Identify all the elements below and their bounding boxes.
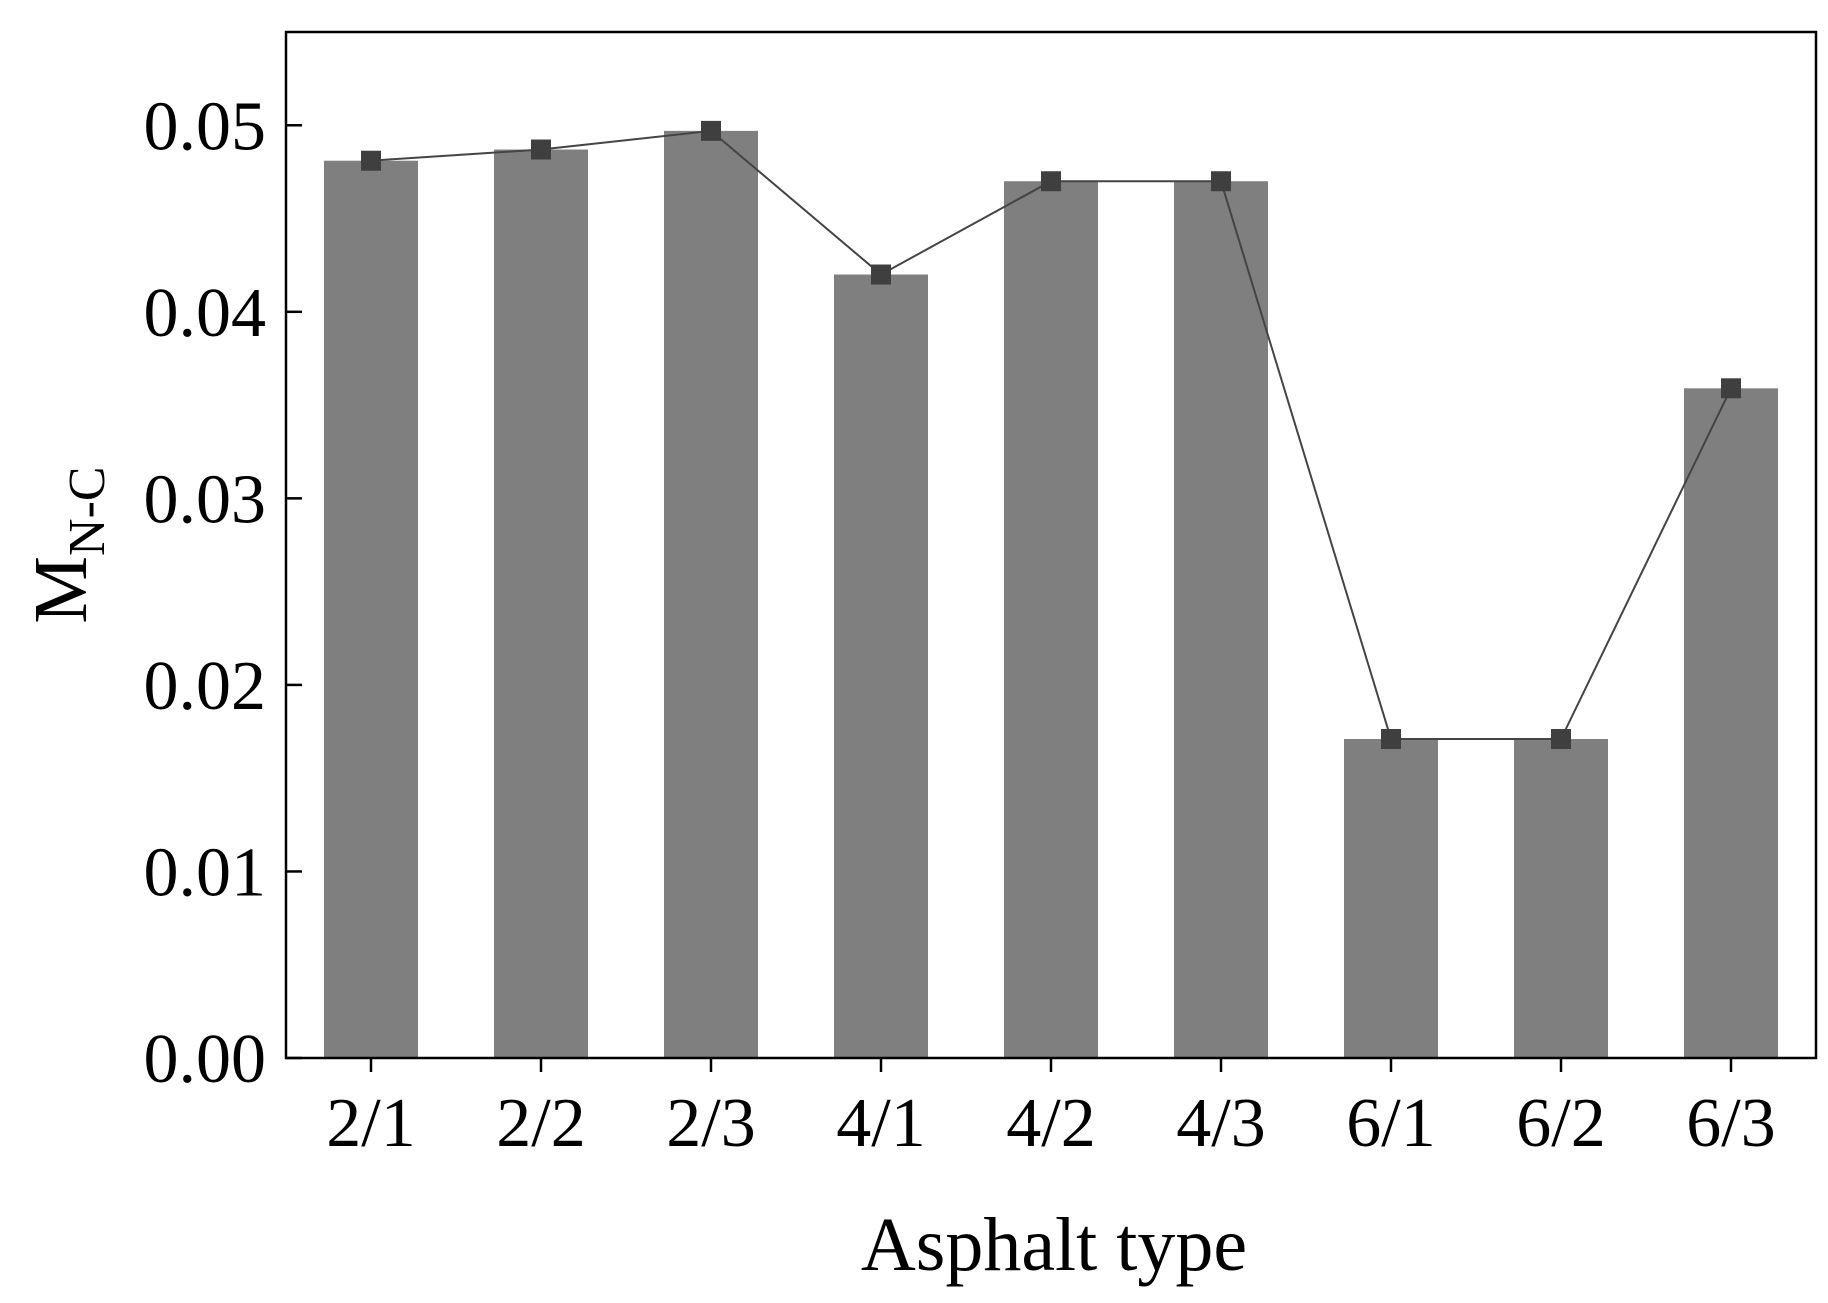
x-tick-label: 4/2 (1006, 1085, 1095, 1162)
x-tick-label: 6/3 (1686, 1085, 1775, 1162)
y-axis-title: MN-C (19, 466, 116, 623)
point-6/1 (1381, 729, 1401, 750)
y-axis-title-main: M (19, 556, 103, 624)
bars-layer (324, 130, 1778, 1059)
point-2/1 (361, 150, 381, 171)
point-4/2 (1041, 171, 1061, 192)
bar-6/3 (1684, 388, 1778, 1058)
point-4/3 (1211, 171, 1231, 192)
bar-4/3 (1174, 181, 1268, 1059)
point-2/2 (531, 139, 551, 160)
y-tick-label: 0.00 (144, 1021, 267, 1098)
y-axis: 0.00 0.01 0.02 0.03 0.04 0.05 (144, 88, 302, 1098)
point-4/1 (871, 264, 891, 285)
y-tick-label: 0.05 (144, 88, 267, 165)
x-tick-label: 4/3 (1176, 1085, 1265, 1162)
y-tick-label: 0.04 (144, 275, 267, 352)
bar-2/2 (494, 149, 588, 1059)
point-6/3 (1721, 378, 1741, 399)
y-tick-label: 0.01 (144, 834, 267, 911)
point-2/3 (701, 120, 721, 141)
x-tick-label: 6/1 (1346, 1085, 1435, 1162)
bar-2/3 (664, 130, 758, 1059)
y-axis-title-subscript: N-C (59, 466, 116, 556)
bar-2/1 (324, 160, 418, 1058)
x-axis-title: Asphalt type (861, 1203, 1247, 1287)
y-tick-label: 0.02 (144, 648, 267, 725)
bar-4/2 (1004, 181, 1098, 1059)
y-tick-label: 0.03 (144, 461, 267, 538)
bar-4/1 (834, 274, 928, 1058)
point-6/2 (1551, 729, 1571, 750)
bar-6/2 (1514, 739, 1608, 1058)
x-tick-label: 2/3 (666, 1085, 755, 1162)
x-tick-label: 4/1 (836, 1085, 925, 1162)
x-tick-label: 2/2 (496, 1085, 585, 1162)
markers-layer (361, 120, 1741, 750)
x-axis: 2/1 2/2 2/3 4/1 4/2 4/3 6/1 6/2 6/3 (326, 1058, 1776, 1162)
x-tick-label: 6/2 (1516, 1085, 1605, 1162)
x-tick-label: 2/1 (326, 1085, 415, 1162)
bar-6/1 (1344, 739, 1438, 1058)
